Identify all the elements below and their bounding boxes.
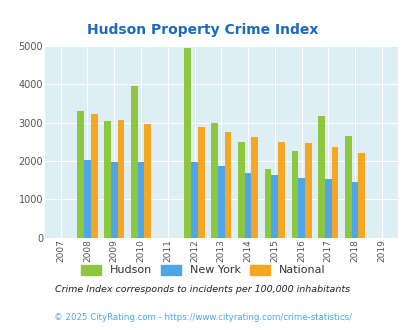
Text: © 2025 CityRating.com - https://www.cityrating.com/crime-statistics/: © 2025 CityRating.com - https://www.city… bbox=[54, 313, 351, 322]
Bar bbox=[264, 169, 271, 238]
Bar bbox=[291, 151, 297, 238]
Bar bbox=[324, 180, 331, 238]
Bar bbox=[91, 114, 97, 238]
Bar bbox=[144, 124, 151, 238]
Bar bbox=[111, 162, 117, 238]
Text: Crime Index corresponds to incidents per 100,000 inhabitants: Crime Index corresponds to incidents per… bbox=[55, 285, 350, 294]
Bar bbox=[131, 86, 137, 238]
Bar bbox=[184, 48, 191, 238]
Bar bbox=[224, 132, 231, 238]
Bar bbox=[117, 120, 124, 238]
Bar bbox=[304, 143, 311, 238]
Bar bbox=[211, 123, 217, 238]
Bar bbox=[277, 142, 284, 238]
Bar bbox=[217, 166, 224, 238]
Bar bbox=[137, 162, 144, 238]
Bar bbox=[251, 137, 258, 238]
Bar bbox=[358, 153, 364, 238]
Bar bbox=[351, 182, 358, 238]
Bar bbox=[104, 121, 111, 238]
Bar bbox=[271, 175, 277, 238]
Legend: Hudson, New York, National: Hudson, New York, National bbox=[77, 261, 328, 279]
Text: Hudson Property Crime Index: Hudson Property Crime Index bbox=[87, 23, 318, 37]
Bar bbox=[344, 136, 351, 238]
Bar bbox=[331, 147, 337, 238]
Bar bbox=[197, 127, 204, 238]
Bar bbox=[318, 116, 324, 238]
Bar bbox=[77, 111, 84, 238]
Bar bbox=[297, 178, 304, 238]
Bar bbox=[244, 173, 251, 238]
Bar bbox=[191, 162, 197, 238]
Bar bbox=[237, 142, 244, 238]
Bar bbox=[84, 160, 91, 238]
